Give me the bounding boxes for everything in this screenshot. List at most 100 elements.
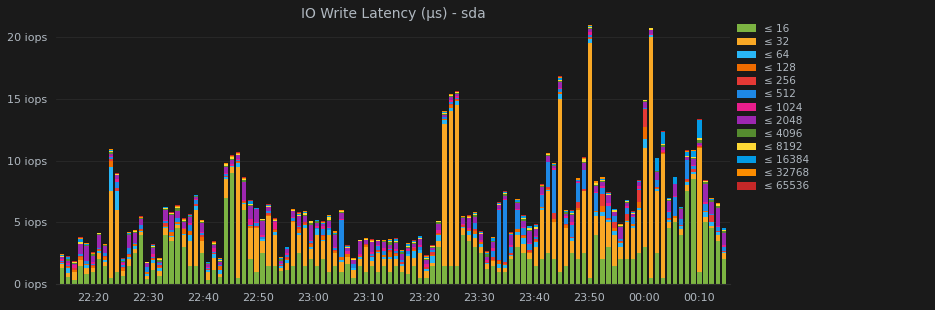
Bar bbox=[654, 189, 659, 192]
Bar bbox=[612, 210, 617, 211]
Bar bbox=[570, 241, 574, 253]
Bar bbox=[715, 204, 720, 205]
Bar bbox=[321, 221, 325, 222]
Bar bbox=[564, 216, 568, 218]
Bar bbox=[364, 240, 367, 244]
Bar bbox=[625, 259, 628, 284]
Bar bbox=[625, 206, 628, 208]
Bar bbox=[66, 277, 70, 284]
Bar bbox=[115, 179, 119, 182]
Bar bbox=[473, 234, 477, 238]
Bar bbox=[169, 215, 174, 230]
Bar bbox=[108, 152, 113, 154]
Bar bbox=[394, 259, 398, 266]
Bar bbox=[103, 246, 107, 253]
Bar bbox=[583, 157, 586, 158]
Bar bbox=[194, 204, 198, 206]
Bar bbox=[60, 268, 65, 284]
Bar bbox=[376, 251, 380, 252]
Bar bbox=[479, 234, 483, 240]
Bar bbox=[588, 35, 593, 38]
Bar bbox=[96, 232, 101, 233]
Bar bbox=[576, 182, 581, 183]
Bar bbox=[357, 254, 362, 256]
Bar bbox=[394, 243, 398, 249]
Bar bbox=[133, 233, 137, 243]
Bar bbox=[381, 266, 386, 284]
Bar bbox=[400, 254, 404, 260]
Bar bbox=[510, 245, 513, 247]
Bar bbox=[564, 211, 568, 212]
Bar bbox=[400, 251, 404, 252]
Bar bbox=[357, 259, 362, 266]
Bar bbox=[381, 242, 386, 248]
Bar bbox=[394, 249, 398, 250]
Bar bbox=[461, 218, 465, 224]
Bar bbox=[194, 266, 198, 284]
Bar bbox=[91, 272, 94, 284]
Bar bbox=[96, 249, 101, 250]
Bar bbox=[303, 266, 308, 284]
Bar bbox=[673, 218, 677, 222]
Bar bbox=[630, 211, 635, 212]
Bar bbox=[303, 213, 308, 215]
Bar bbox=[564, 210, 568, 211]
Bar bbox=[139, 225, 143, 229]
Bar bbox=[618, 224, 623, 225]
Bar bbox=[339, 262, 343, 272]
Bar bbox=[273, 219, 277, 220]
Bar bbox=[449, 96, 453, 97]
Bar bbox=[618, 242, 623, 243]
Bar bbox=[564, 225, 568, 228]
Bar bbox=[412, 243, 416, 244]
Bar bbox=[473, 223, 477, 229]
Bar bbox=[661, 131, 665, 132]
Bar bbox=[485, 269, 489, 284]
Bar bbox=[218, 270, 223, 274]
Bar bbox=[630, 226, 635, 228]
Bar bbox=[715, 203, 720, 204]
Bar bbox=[722, 259, 726, 284]
Bar bbox=[437, 241, 440, 247]
Bar bbox=[309, 221, 313, 223]
Bar bbox=[722, 252, 726, 253]
Bar bbox=[442, 124, 447, 266]
Bar bbox=[303, 225, 308, 228]
Bar bbox=[157, 268, 162, 271]
Bar bbox=[357, 266, 362, 284]
Bar bbox=[534, 237, 538, 239]
Bar bbox=[279, 266, 283, 268]
Bar bbox=[345, 258, 350, 264]
Bar bbox=[84, 268, 89, 274]
Bar bbox=[103, 262, 107, 266]
Bar bbox=[394, 238, 398, 239]
Bar bbox=[206, 267, 210, 268]
Bar bbox=[467, 215, 471, 216]
Bar bbox=[200, 241, 204, 253]
Bar bbox=[381, 248, 386, 251]
Bar bbox=[424, 277, 428, 284]
Bar bbox=[570, 213, 574, 214]
Bar bbox=[164, 221, 167, 223]
Bar bbox=[710, 226, 713, 228]
Bar bbox=[249, 204, 252, 205]
Bar bbox=[224, 177, 228, 179]
Bar bbox=[570, 222, 574, 225]
Bar bbox=[339, 211, 343, 212]
Bar bbox=[485, 253, 489, 254]
Bar bbox=[242, 202, 247, 203]
Bar bbox=[352, 268, 355, 270]
Bar bbox=[424, 269, 428, 271]
Bar bbox=[200, 220, 204, 221]
Bar bbox=[515, 235, 520, 247]
Bar bbox=[145, 272, 150, 274]
Bar bbox=[309, 250, 313, 259]
Bar bbox=[715, 228, 720, 231]
Bar bbox=[698, 147, 701, 148]
Bar bbox=[558, 77, 562, 78]
Bar bbox=[594, 212, 598, 216]
Bar bbox=[321, 224, 325, 227]
Bar bbox=[606, 247, 611, 284]
Bar bbox=[618, 241, 623, 242]
Bar bbox=[715, 235, 720, 241]
